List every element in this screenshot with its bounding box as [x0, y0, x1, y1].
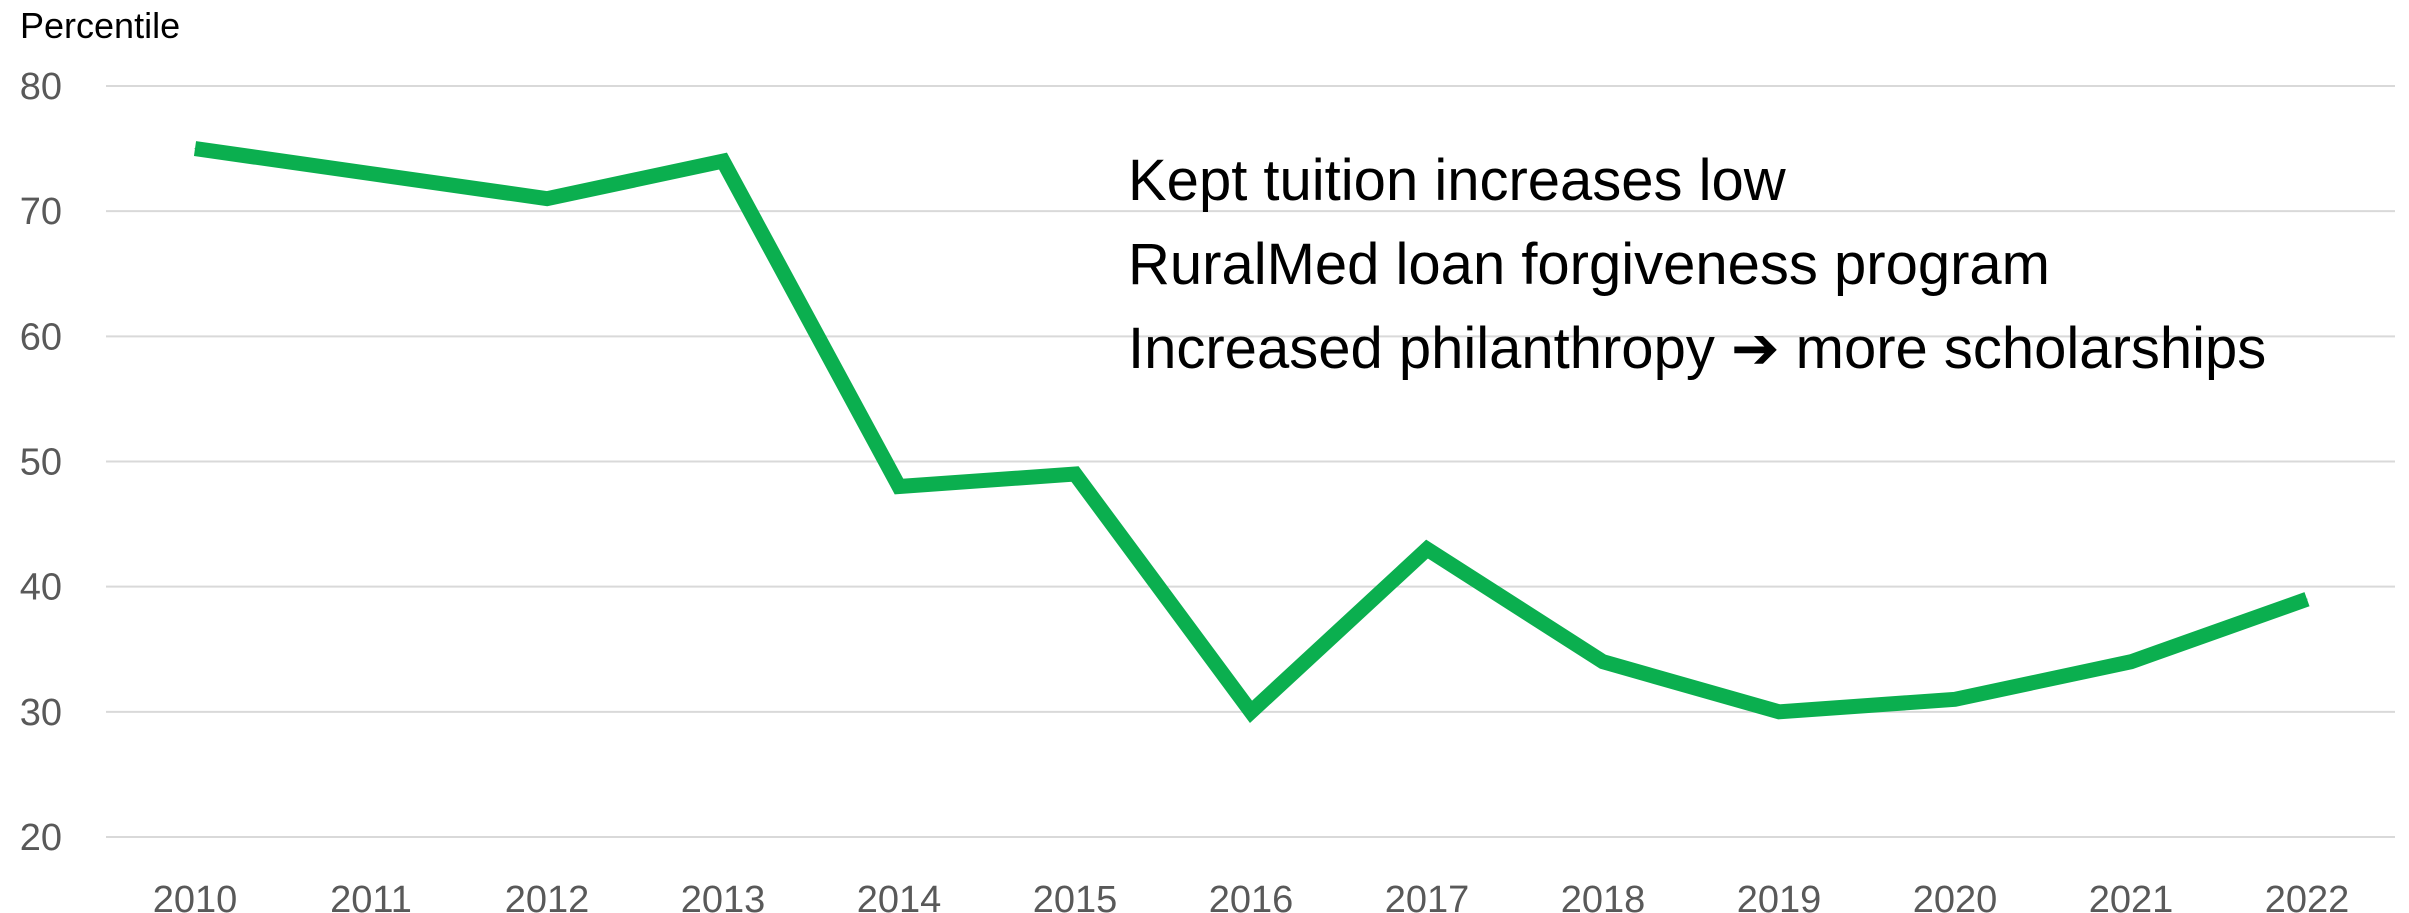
- data-point: [1954, 698, 1956, 700]
- y-tick-label: 30: [20, 692, 62, 734]
- annotation-block: Kept tuition increases low RuralMed loan …: [1128, 148, 2266, 381]
- x-tick-label: 2022: [2265, 879, 2350, 913]
- x-tick-label: 2017: [1385, 879, 1470, 913]
- gridlines: [106, 85, 2395, 838]
- x-tick-label: 2010: [153, 879, 238, 913]
- data-point: [2306, 598, 2308, 600]
- x-tick-label: 2011: [330, 879, 412, 913]
- data-point: [546, 198, 548, 200]
- x-tick-label: 2020: [1913, 879, 1998, 913]
- data-point: [194, 148, 196, 150]
- y-tick-label: 20: [20, 817, 62, 859]
- y-tick-label: 60: [20, 316, 62, 358]
- data-point: [1250, 711, 1252, 713]
- y-axis-label: Percentile: [20, 5, 180, 46]
- x-tick-label: 2019: [1737, 879, 1822, 913]
- x-tick-label: 2013: [681, 879, 766, 913]
- y-tick-label: 50: [20, 442, 62, 484]
- data-point: [898, 486, 900, 488]
- x-tick-label: 2014: [857, 879, 942, 913]
- y-axis-ticks: 20 30 40 50 60 70 80: [20, 66, 62, 859]
- x-tick-label: 2016: [1209, 879, 1294, 913]
- data-point: [1778, 711, 1780, 713]
- x-tick-label: 2021: [2089, 879, 2174, 913]
- data-point: [1602, 661, 1604, 663]
- annotation-line: Increased philanthropy ➔ more scholarshi…: [1128, 316, 2266, 381]
- y-tick-label: 70: [20, 191, 62, 233]
- annotation-line: RuralMed loan forgiveness program: [1128, 232, 2050, 297]
- data-point: [1074, 473, 1076, 475]
- series-group: [193, 141, 2310, 724]
- x-tick-label: 2018: [1561, 879, 1646, 913]
- data-point: [722, 160, 724, 162]
- x-axis-ticks: 2010 2011 2012 2013 2014 2015 2016 2017 2018 2019…: [153, 879, 2350, 913]
- x-tick-label: 2015: [1033, 879, 1118, 913]
- data-point: [2130, 661, 2132, 663]
- annotation-line: Kept tuition increases low: [1128, 148, 1787, 213]
- x-tick-label: 2012: [505, 879, 590, 913]
- data-point: [1426, 548, 1428, 550]
- y-tick-label: 80: [20, 66, 62, 108]
- y-tick-label: 40: [20, 567, 62, 609]
- data-point: [370, 173, 372, 175]
